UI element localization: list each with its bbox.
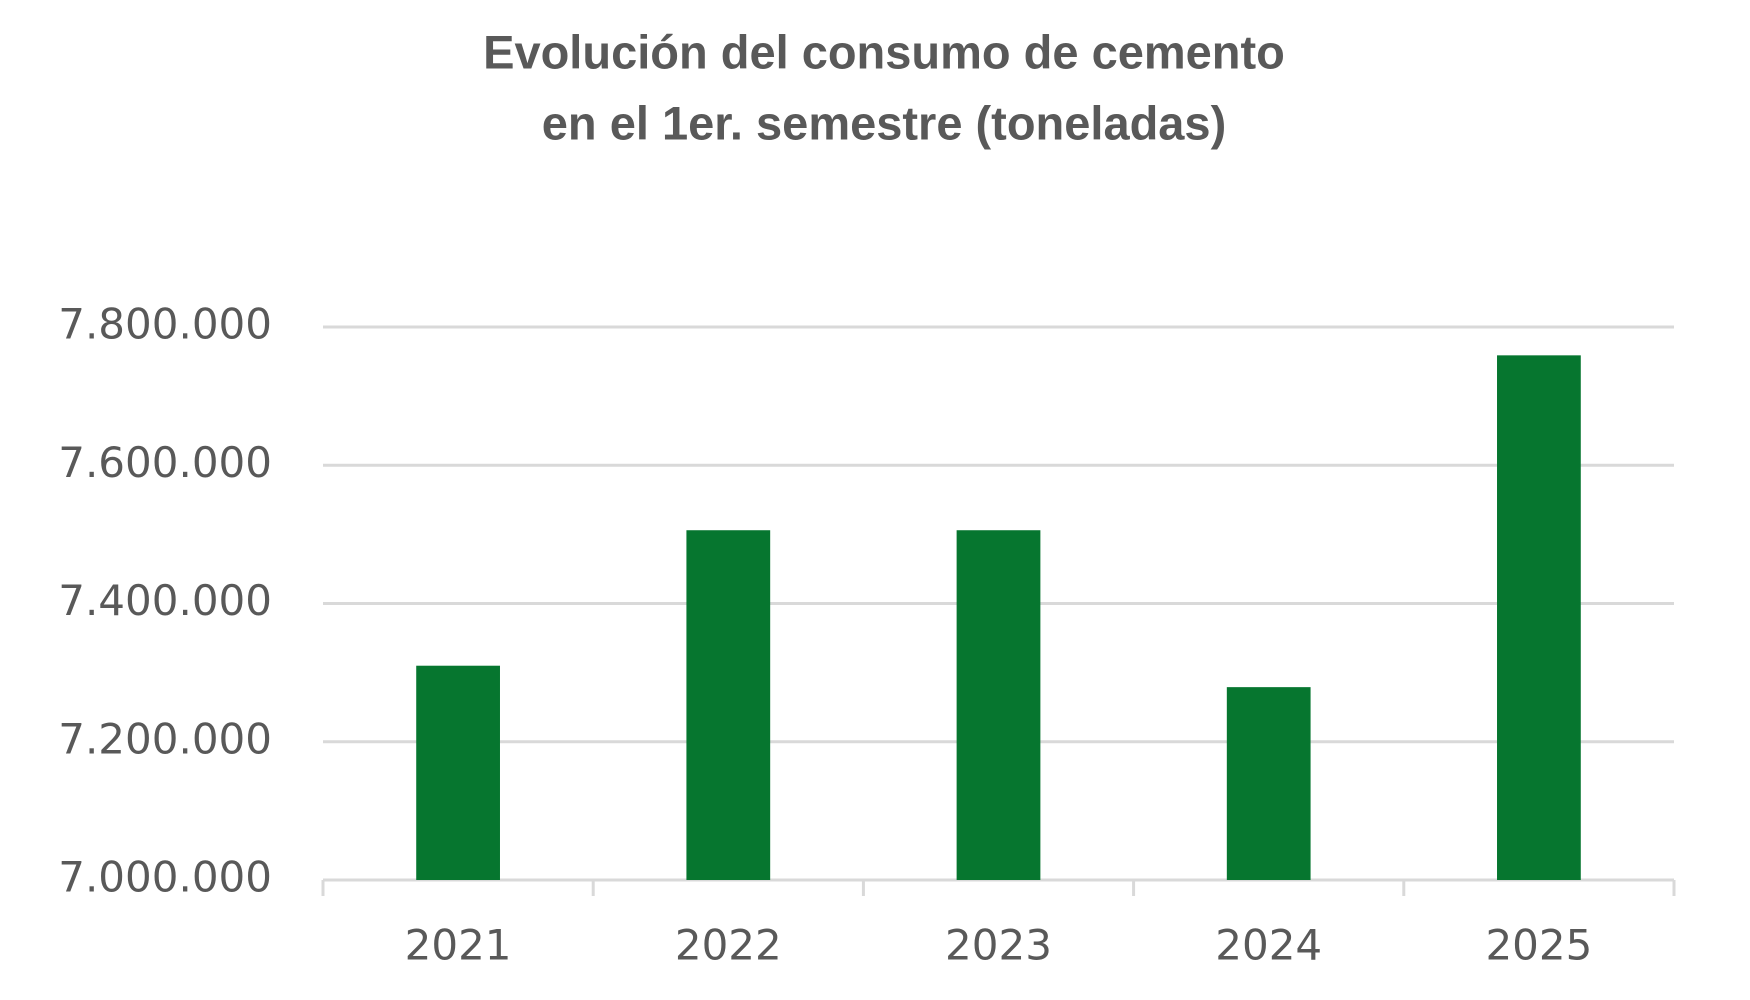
- y-tick-label: 7.800.000: [58, 300, 272, 349]
- y-tick-label: 7.000.000: [58, 853, 272, 902]
- bar: [956, 530, 1041, 880]
- chart-title: en el 1er. semestre (toneladas): [542, 96, 1226, 149]
- x-tick-label: 2024: [1215, 921, 1322, 970]
- y-tick-label: 7.200.000: [58, 714, 272, 763]
- bar: [1226, 687, 1311, 880]
- bar: [686, 530, 771, 880]
- y-tick-label: 7.600.000: [58, 438, 272, 487]
- chart-title: Evolución del consumo de cemento: [483, 25, 1285, 78]
- y-tick-label: 7.400.000: [58, 576, 272, 625]
- x-tick-label: 2023: [945, 921, 1052, 970]
- bar: [1497, 355, 1581, 880]
- x-tick-label: 2021: [405, 921, 512, 970]
- x-tick-label: 2025: [1485, 921, 1592, 970]
- x-tick-label: 2022: [675, 921, 782, 970]
- bar: [416, 665, 500, 880]
